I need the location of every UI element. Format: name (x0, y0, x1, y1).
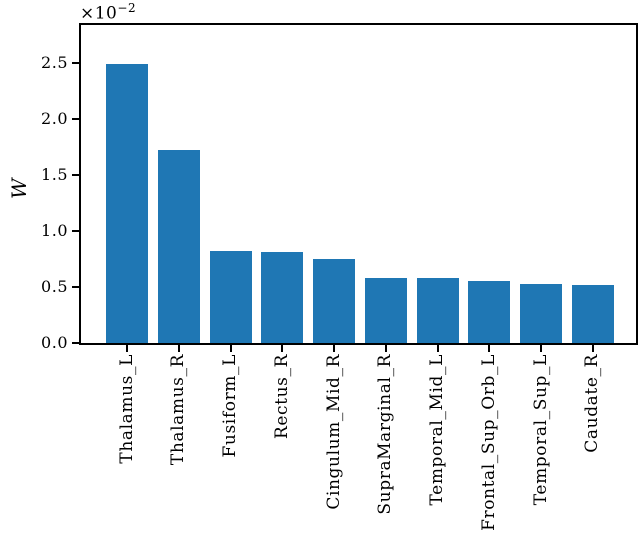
x-tick-mark (229, 345, 232, 352)
bar-Caudate_R (571, 285, 614, 343)
bar-Thalamus_L (106, 64, 148, 343)
x-tick-label-Temporal_Sup_L: Temporal_Sup_L (530, 354, 551, 506)
x-tick-label-Cingulum_Mid_R: Cingulum_Mid_R (323, 354, 344, 510)
bar-Frontal_Sup_Orb_L (468, 281, 511, 343)
x-tick-label-Rectus_R: Rectus_R (271, 354, 292, 439)
y-tick-label: 1.5 (41, 165, 68, 184)
ticks-layer: 0.0 0.5 1.0 1.5 2.0 2.5 Thalamus_L Thalamus_R Fu… (41, 25, 636, 531)
x-tick-mark (126, 345, 128, 352)
offset-base: ×10 (80, 3, 118, 24)
bar-Fusiform_L (209, 251, 252, 343)
x-tick-mark (384, 345, 387, 352)
bar-Temporal_Sup_L (520, 284, 562, 343)
bar-Thalamus_R (157, 150, 200, 343)
y-tick-label: 2.5 (41, 53, 68, 72)
y-tick-label: 0.5 (41, 277, 68, 296)
x-tick-label-Thalamus_L: Thalamus_L (116, 354, 137, 464)
plot-frame (79, 23, 638, 345)
bar-SupraMarginal_R (364, 278, 407, 343)
y-tick-mark (72, 286, 79, 288)
x-tick-label-Caudate_R: Caudate_R (582, 354, 603, 453)
bar-Temporal_Mid_L (416, 278, 459, 343)
y-axis-offset-label: ×10−2 (80, 1, 136, 24)
y-tick-mark (72, 230, 79, 232)
x-tick-mark (436, 345, 439, 352)
y-tick-mark (72, 62, 79, 64)
x-tick-label-Temporal_Mid_L: Temporal_Mid_L (427, 354, 447, 506)
offset-exponent: −2 (117, 1, 137, 15)
y-tick-label: 2.0 (41, 109, 68, 128)
bar-Rectus_R (261, 252, 304, 343)
y-tick-mark (72, 174, 79, 176)
y-tick-label: 1.0 (41, 221, 68, 240)
x-tick-mark (540, 345, 542, 352)
x-tick-mark (591, 345, 594, 352)
bar-Cingulum_Mid_R (313, 259, 355, 343)
y-tick-mark (72, 342, 79, 344)
x-tick-label-SupraMarginal_R: SupraMarginal_R (375, 354, 396, 515)
bars-layer (81, 25, 636, 343)
x-tick-label-Frontal_Sup_Orb_L: Frontal_Sup_Orb_L (478, 354, 499, 531)
x-tick-mark (333, 345, 335, 352)
y-tick-label: 0.0 (41, 333, 68, 352)
y-tick-mark (72, 118, 79, 120)
x-tick-mark (281, 345, 284, 352)
x-tick-mark (177, 345, 180, 352)
x-tick-label-Fusiform_L: Fusiform_L (220, 354, 240, 458)
x-tick-label-Thalamus_R: Thalamus_R (168, 354, 189, 466)
x-tick-mark (488, 345, 491, 352)
